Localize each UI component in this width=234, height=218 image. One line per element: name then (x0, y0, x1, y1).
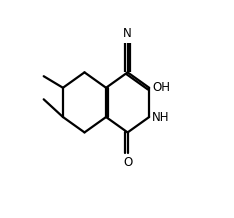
Text: O: O (123, 156, 132, 169)
Text: OH: OH (152, 81, 170, 94)
Text: NH: NH (152, 111, 170, 124)
Text: N: N (123, 27, 132, 40)
